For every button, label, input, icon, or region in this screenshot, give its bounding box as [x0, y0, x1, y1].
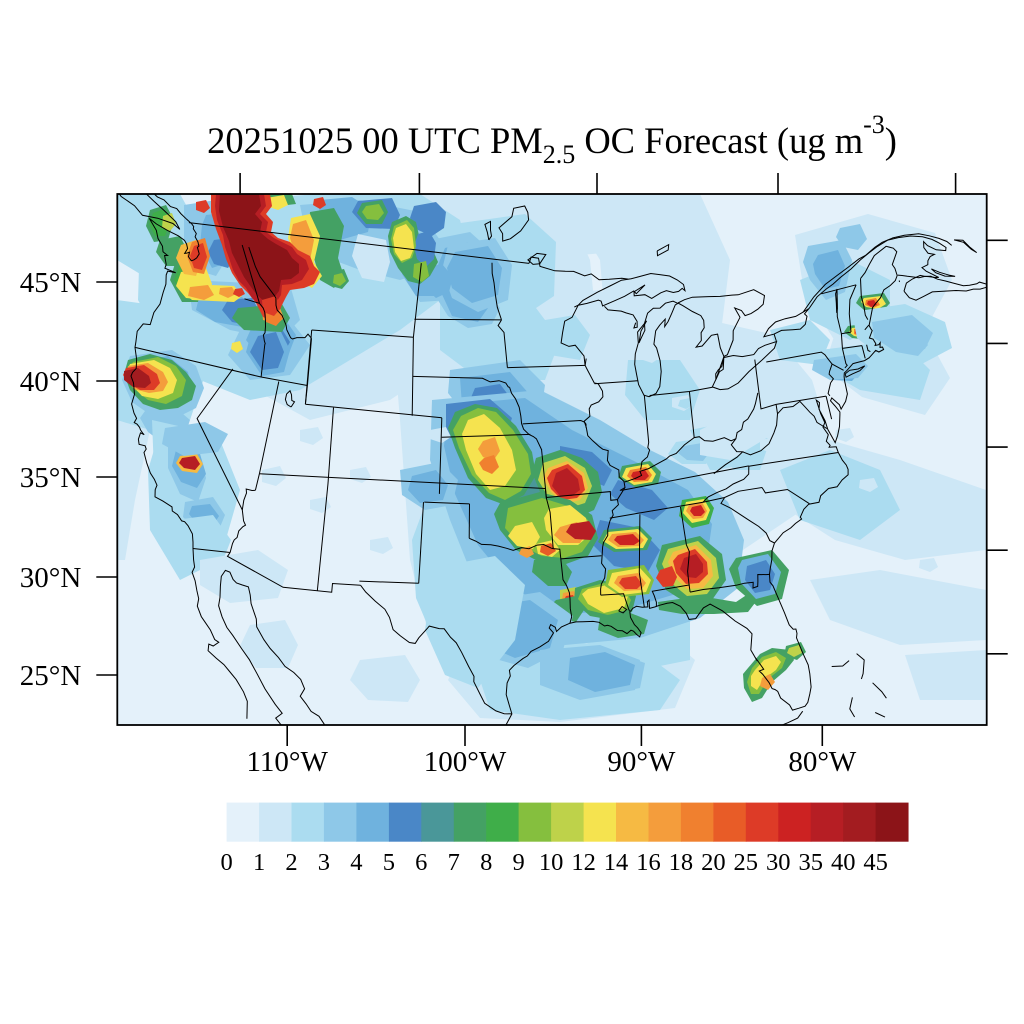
svg-text:20: 20 — [701, 849, 726, 876]
svg-text:25: 25 — [734, 849, 759, 876]
svg-text:80°W: 80°W — [788, 746, 857, 778]
svg-text:25°N: 25°N — [20, 660, 82, 692]
svg-text:18: 18 — [669, 849, 694, 876]
svg-text:35: 35 — [798, 849, 823, 876]
svg-text:16: 16 — [636, 849, 661, 876]
svg-text:7: 7 — [448, 849, 460, 876]
svg-text:5: 5 — [383, 849, 395, 876]
svg-text:45°N: 45°N — [20, 267, 82, 299]
svg-text:40°N: 40°N — [20, 366, 82, 398]
svg-text:10: 10 — [539, 849, 564, 876]
svg-text:45: 45 — [863, 849, 888, 876]
svg-text:2: 2 — [285, 849, 297, 876]
svg-text:12: 12 — [571, 849, 596, 876]
svg-text:3: 3 — [318, 849, 330, 876]
svg-text:35°N: 35°N — [20, 462, 82, 494]
svg-text:40: 40 — [831, 849, 856, 876]
svg-text:0: 0 — [220, 849, 232, 876]
svg-text:90°W: 90°W — [607, 746, 676, 778]
svg-text:110°W: 110°W — [246, 746, 328, 778]
svg-text:6: 6 — [415, 849, 427, 876]
svg-text:1: 1 — [253, 849, 265, 876]
svg-text:8: 8 — [480, 849, 492, 876]
svg-text:4: 4 — [350, 849, 362, 876]
svg-text:14: 14 — [604, 849, 629, 876]
svg-text:30: 30 — [766, 849, 791, 876]
svg-text:30°N: 30°N — [20, 562, 82, 594]
svg-text:9: 9 — [512, 849, 524, 876]
svg-text:100°W: 100°W — [424, 746, 507, 778]
